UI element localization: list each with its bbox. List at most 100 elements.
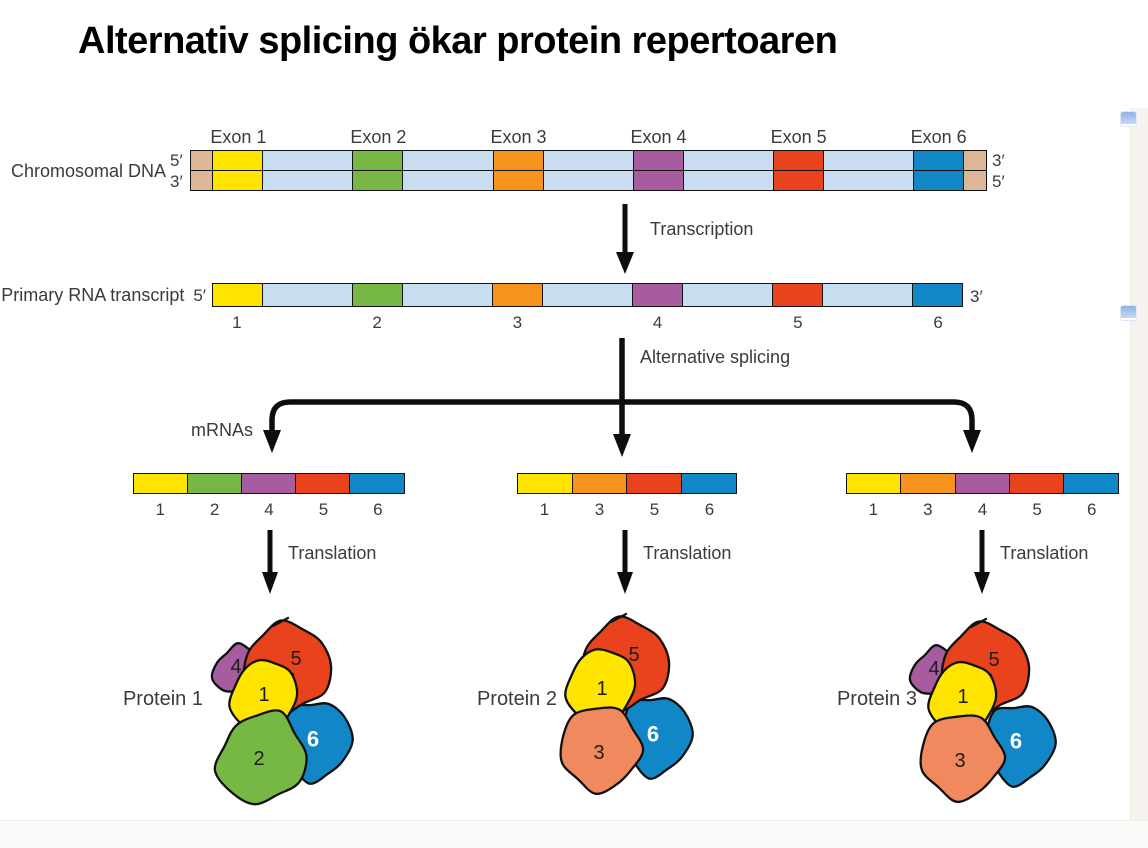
mrna-exon-segment-1 <box>133 473 189 494</box>
protein-2-structure: 6 51 3 <box>559 612 694 795</box>
dna-exon-label: Exon 5 <box>770 127 827 147</box>
mrna-exon-number: 4 <box>977 500 988 519</box>
mrna-exon-number: 5 <box>1032 500 1042 519</box>
protein-subunit-number: 5 <box>290 648 301 670</box>
dna-segment-intron <box>262 169 354 191</box>
mrna-exon-number: 6 <box>704 500 715 519</box>
mrna-exon-number: 6 <box>1086 500 1097 519</box>
rna-segment-intron <box>401 283 494 307</box>
dna-exon-label-cell <box>687 124 771 148</box>
dna-left-5prime: 5′ <box>170 151 183 170</box>
protein-1-label: Protein 1 <box>122 688 203 710</box>
translation-label-3: Translation <box>1000 543 1089 563</box>
mrna-exon-number-cell: 5 <box>627 498 682 520</box>
rna-exon-number: 4 <box>652 313 663 332</box>
rna-segment-exon-6 <box>911 283 963 307</box>
protein-subunit-number: 3 <box>593 742 604 764</box>
dna-segment-exon-1 <box>212 169 264 191</box>
rna-segment-intron <box>821 283 914 307</box>
mrna-exon-segment-4 <box>954 473 1011 494</box>
scroll-marker-icon[interactable] <box>1121 306 1136 320</box>
protein-subunit-number: 4 <box>928 658 939 680</box>
slide-title: Alternativ splicing ökar protein reperto… <box>78 20 838 62</box>
chromosomal-dna-bar <box>190 150 987 191</box>
rna-segment-intron <box>541 283 634 307</box>
rna-segment-exon-1 <box>212 283 264 307</box>
dna-segment-exon-3 <box>492 150 545 171</box>
dna-exon-label-cell: Exon 3 <box>490 124 546 148</box>
mrna-exon-segment-2 <box>187 473 243 494</box>
dna-segment-intron <box>402 150 495 171</box>
rna-exon-number: 3 <box>512 313 523 332</box>
mrna-bar-3 <box>846 473 1119 494</box>
rna-exon-number-cell: 5 <box>773 311 823 333</box>
rna-segment-intron <box>261 283 354 307</box>
mrna-exon-segment-5 <box>1008 473 1065 494</box>
dna-segment-intron <box>682 150 775 171</box>
rna-3prime: 3′ <box>970 287 983 306</box>
dna-exon-label-cell: Exon 6 <box>911 124 967 148</box>
dna-right-ends: 3′ 5′ <box>992 150 1005 192</box>
dna-right-3prime: 3′ <box>992 151 1005 170</box>
rna-5prime: 5′ <box>193 285 206 305</box>
dna-segment-exon-6 <box>913 150 965 171</box>
protein-subunit-number: 1 <box>596 678 607 700</box>
dna-exon-labels: Exon 1 Exon 2 Exon 3 Exon 4 Exon 5 Exon 6 <box>190 124 987 148</box>
transcription-arrow <box>616 204 634 274</box>
rna-exon-numbers: 1 2 3 4 5 6 <box>212 311 963 333</box>
dna-exon-label-cell <box>406 124 490 148</box>
bottom-band <box>0 820 1148 848</box>
dna-left-3prime: 3′ <box>170 172 183 191</box>
dna-exon-label-cell <box>546 124 630 148</box>
mrna-exon-number-cell: 5 <box>296 498 350 520</box>
mrna-exon-number-cell: 6 <box>351 498 405 520</box>
dna-right-5prime: 5′ <box>992 172 1005 191</box>
translation-arrow-3 <box>974 530 990 594</box>
rna-exon-number: 1 <box>232 313 242 332</box>
translation-arrow-1 <box>262 530 278 594</box>
mrna-numbers-2: 1 3 5 6 <box>517 498 737 520</box>
rna-exon-number-cell <box>262 311 353 333</box>
mrna-bar-2 <box>517 473 737 494</box>
protein-subunit-number: 1 <box>258 684 269 706</box>
translation-label-1: Translation <box>288 543 377 563</box>
dna-segment-exon-5 <box>773 169 825 191</box>
mrna-exon-segment-1 <box>846 473 902 494</box>
rna-segment-exon-4 <box>631 283 684 307</box>
mrna-exon-segment-6 <box>1063 473 1119 494</box>
rna-exon-number: 6 <box>933 313 943 332</box>
mrna-exon-segment-4 <box>241 473 297 494</box>
protein-subunit-blob-3 <box>559 706 645 795</box>
dna-segment-intron <box>682 169 775 191</box>
dna-exon-label-cell <box>827 124 911 148</box>
mrna-exon-segment-6 <box>680 473 737 494</box>
rna-exon-number-cell: 4 <box>633 311 683 333</box>
dna-segment-intron <box>542 169 635 191</box>
mrna-exon-number-cell: 6 <box>1064 498 1119 520</box>
dna-exon-label-cell <box>967 124 987 148</box>
rna-exon-number-cell: 2 <box>352 311 402 333</box>
mrna-exon-number-cell: 4 <box>242 498 296 520</box>
mrnas-label: mRNAs <box>191 420 253 440</box>
mrna-exon-number: 3 <box>594 500 605 519</box>
protein-subunit-number: 6 <box>1010 729 1022 754</box>
mrna-exon-number-cell: 2 <box>187 498 241 520</box>
mrna-numbers-1: 1 2 4 5 6 <box>133 498 405 520</box>
protein-1-structure: 4 6 51 2 <box>210 616 354 806</box>
mrna-exon-segment-3 <box>571 473 628 494</box>
page-edge-strip <box>1130 108 1148 820</box>
mrna-bar-1 <box>133 473 405 494</box>
dna-exon-label-cell: Exon 1 <box>210 124 266 148</box>
mrna-exon-number: 4 <box>264 500 274 519</box>
scroll-marker-icon[interactable] <box>1121 112 1136 126</box>
dna-segment-flank <box>190 169 214 191</box>
translation-arrow-2 <box>617 530 633 594</box>
protein-subunit-blob-3 <box>919 714 1007 803</box>
rna-exon-number-cell: 6 <box>913 311 963 333</box>
primary-rna-label: Primary RNA transcript <box>1 284 185 305</box>
dna-segment-flank <box>963 169 987 191</box>
protein-subunit-crease <box>271 616 290 628</box>
rna-exon-number-cell: 3 <box>493 311 543 333</box>
dna-segment-intron <box>823 150 915 171</box>
